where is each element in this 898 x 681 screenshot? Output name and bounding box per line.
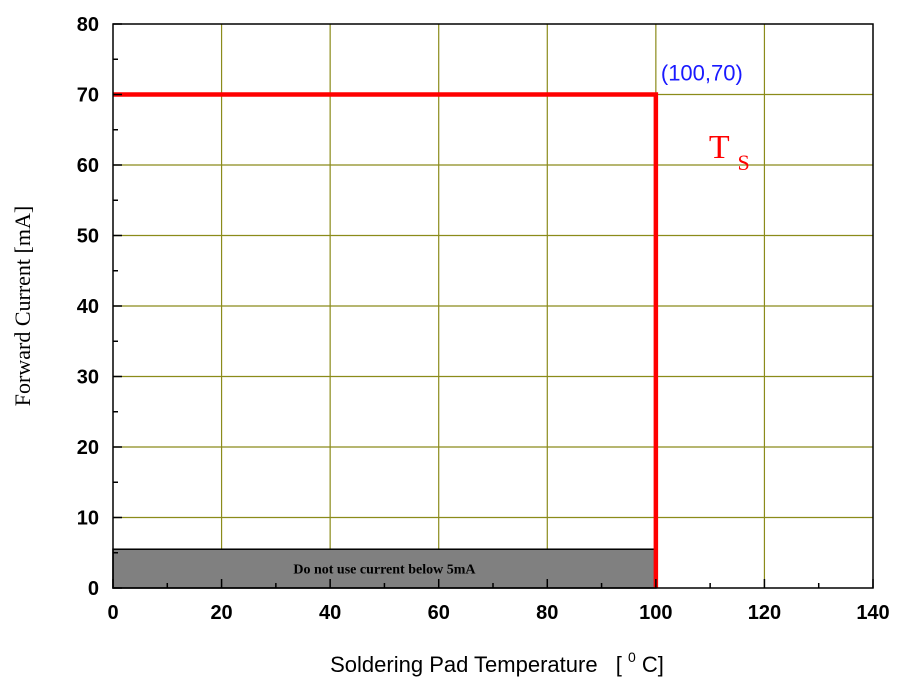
x-tick-label: 60 [428,602,450,624]
y-tick-label: 10 [77,508,99,530]
x-axis-unit-open: [ [616,652,622,677]
y-tick-label: 20 [77,437,99,459]
y-tick-label: 80 [77,14,99,36]
x-axis-unit-close: C] [642,652,664,677]
y-tick-label: 40 [77,296,99,318]
x-axis-label-text: Soldering Pad Temperature [330,652,597,677]
y-tick-label: 0 [88,578,99,600]
x-tick-label: 0 [107,602,118,624]
grid-lines [113,24,873,588]
y-tick-label: 50 [77,226,99,248]
x-tick-label: 20 [210,602,232,624]
x-tick-label: 120 [748,602,781,624]
series-group [113,92,659,588]
series-line [113,92,659,588]
y-tick-label: 30 [77,367,99,389]
tick-labels: 0 20 40 60 80 100 120 140 0 10 20 30 40 50 60 70 80 [77,14,890,624]
axis-ticks [112,23,874,589]
series-label: T S [709,129,750,175]
y-axis-label: Forward Current [mA] [10,206,35,406]
x-tick-label: 140 [856,602,889,624]
x-tick-label: 100 [639,602,672,624]
x-axis-unit-sup: 0 [628,649,636,665]
x-tick-label: 40 [319,602,341,624]
low-current-band-group: Do not use current below 5mA [112,548,657,589]
x-axis-label: Soldering Pad Temperature [ 0 C] [330,642,664,677]
band-text: Do not use current below 5mA [293,563,476,578]
y-tick-label: 70 [77,85,99,107]
y-tick-label: 60 [77,155,99,177]
series-label-main: T [709,129,730,166]
x-tick-label: 80 [536,602,558,624]
point-label: (100,70) [661,61,743,86]
series-label-sub: S [738,150,750,175]
